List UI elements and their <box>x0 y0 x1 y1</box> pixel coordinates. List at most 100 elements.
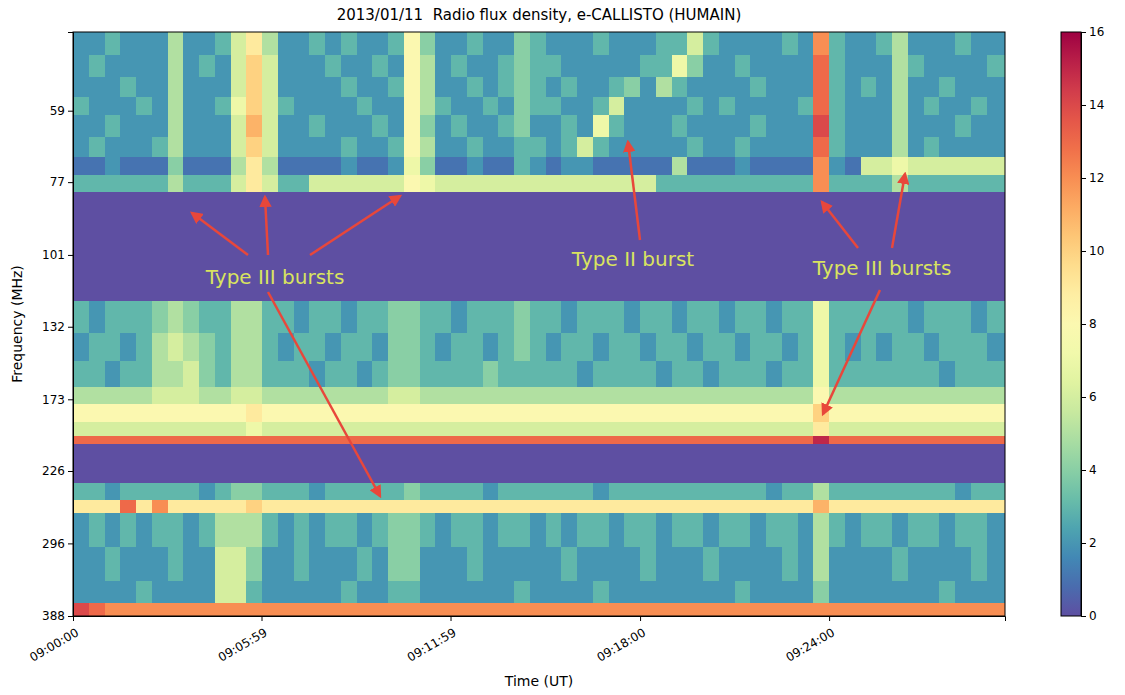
colorbar-tick-label: 4 <box>1089 463 1097 477</box>
heatmap-cell <box>73 387 89 405</box>
y-tick-label: 388 <box>42 609 65 623</box>
heatmap-cell <box>813 513 829 548</box>
heatmap-cell <box>924 97 940 116</box>
heatmap-cell <box>577 581 593 604</box>
heatmap-cell <box>609 500 625 513</box>
heatmap-cell <box>561 547 577 581</box>
heatmap-cell <box>451 175 467 193</box>
x-tick-label: 09:24:00 <box>783 625 837 664</box>
heatmap-cell <box>372 436 388 445</box>
annotation-label: Type II burst <box>571 247 694 271</box>
heatmap-cell <box>435 32 451 56</box>
heatmap-cell <box>514 115 530 137</box>
heatmap-cell <box>120 333 136 362</box>
heatmap-cell <box>388 361 404 387</box>
heatmap-cell <box>593 137 609 157</box>
heatmap-cell <box>231 513 247 548</box>
heatmap-cell <box>246 404 262 422</box>
heatmap-cell <box>309 175 325 193</box>
heatmap-cell <box>215 361 231 387</box>
heatmap-cell <box>687 77 703 97</box>
heatmap-cell <box>624 77 640 97</box>
heatmap-cell <box>593 387 609 405</box>
heatmap-cell <box>624 361 640 387</box>
heatmap-cell <box>593 77 609 97</box>
heatmap-cell <box>798 361 814 387</box>
annotation-arrow <box>822 202 858 248</box>
heatmap-cell <box>483 157 499 176</box>
heatmap-cell <box>687 603 703 616</box>
heatmap-cell <box>388 333 404 362</box>
heatmap-cell <box>294 500 310 513</box>
heatmap-cell <box>750 115 766 137</box>
heatmap-cell <box>152 77 168 97</box>
heatmap-cell <box>89 77 105 97</box>
heatmap-cell <box>183 175 199 193</box>
heatmap-cell <box>514 333 530 362</box>
heatmap-cell <box>593 547 609 581</box>
heatmap-cell <box>514 513 530 548</box>
heatmap-cell <box>955 32 971 56</box>
heatmap-cell <box>750 581 766 604</box>
heatmap-cell <box>514 192 530 301</box>
heatmap-cell <box>341 500 357 513</box>
heatmap-cell <box>845 157 861 176</box>
heatmap-cell <box>467 157 483 176</box>
heatmap-cell <box>750 301 766 333</box>
heatmap-cell <box>593 32 609 56</box>
heatmap-cell <box>231 115 247 137</box>
heatmap-cell <box>829 32 845 56</box>
y-tick-mark <box>68 255 73 256</box>
heatmap-cell <box>750 333 766 362</box>
colorbar-tick: 6 <box>1081 390 1097 404</box>
heatmap-cell <box>341 404 357 422</box>
heatmap-cell <box>404 483 420 501</box>
heatmap-cell <box>672 603 688 616</box>
heatmap-cell <box>577 157 593 176</box>
heatmap-cell <box>593 422 609 436</box>
heatmap-cell <box>735 547 751 581</box>
heatmap-cell <box>404 55 420 77</box>
heatmap-cell <box>766 77 782 97</box>
heatmap-cell <box>215 137 231 157</box>
heatmap-cell <box>640 444 656 484</box>
heatmap-cell <box>294 436 310 445</box>
heatmap-cell <box>89 55 105 77</box>
heatmap-cell <box>624 547 640 581</box>
heatmap-cell <box>561 444 577 484</box>
heatmap-cell <box>798 603 814 616</box>
heatmap-cell <box>73 581 89 604</box>
heatmap-cell <box>782 361 798 387</box>
heatmap-cell <box>341 603 357 616</box>
heatmap-cell <box>514 500 530 513</box>
heatmap-cell <box>136 513 152 548</box>
heatmap-cell <box>735 77 751 97</box>
colorbar <box>1061 32 1081 616</box>
heatmap-cell <box>530 500 546 513</box>
heatmap-cell <box>798 547 814 581</box>
heatmap-cell <box>609 513 625 548</box>
heatmap-cell <box>294 175 310 193</box>
heatmap-cell <box>624 32 640 56</box>
colorbar-tick: 4 <box>1081 463 1097 477</box>
heatmap-cell <box>735 404 751 422</box>
heatmap-cell <box>955 513 971 548</box>
heatmap-cell <box>687 404 703 422</box>
heatmap-cell <box>593 97 609 116</box>
heatmap-cell <box>735 500 751 513</box>
heatmap-cell <box>404 436 420 445</box>
heatmap-cell <box>861 97 877 116</box>
heatmap-cell <box>152 500 168 513</box>
heatmap-cell <box>876 422 892 436</box>
heatmap-cell <box>546 137 562 157</box>
heatmap-cell <box>73 32 89 56</box>
heatmap-cell <box>782 115 798 137</box>
colorbar-tick: 10 <box>1081 244 1104 258</box>
heatmap-cell <box>420 55 436 77</box>
heatmap-cell <box>577 513 593 548</box>
heatmap-cell <box>183 581 199 604</box>
heatmap-cell <box>908 444 924 484</box>
y-tick-mark <box>68 543 73 544</box>
heatmap-cell <box>735 603 751 616</box>
heatmap-cell <box>498 547 514 581</box>
